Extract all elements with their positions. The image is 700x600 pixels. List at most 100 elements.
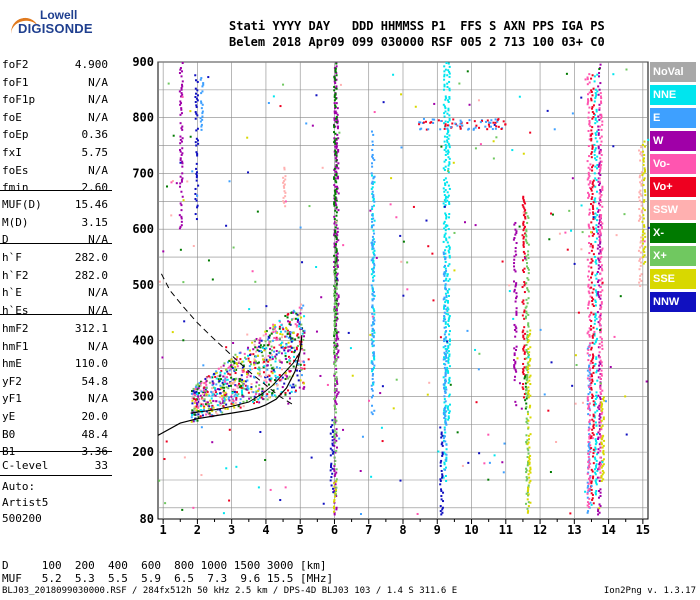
echo-dot bbox=[445, 448, 448, 451]
echo-dot bbox=[426, 393, 429, 396]
echo-dot bbox=[513, 223, 516, 226]
f-trace-dot bbox=[286, 332, 289, 335]
echo-dot bbox=[443, 140, 446, 143]
echo-dot bbox=[337, 148, 340, 151]
f-trace-dot bbox=[287, 377, 290, 380]
f-trace-dot bbox=[195, 398, 198, 401]
f-trace-dot bbox=[235, 377, 238, 380]
echo-dot bbox=[564, 231, 567, 234]
echo-dot bbox=[442, 222, 445, 225]
echo-dot bbox=[588, 81, 591, 84]
echo-dot bbox=[597, 232, 600, 235]
echo-dot bbox=[595, 259, 598, 262]
echo-dot bbox=[371, 287, 374, 290]
f-trace-dot bbox=[207, 407, 210, 410]
echo-dot bbox=[333, 302, 336, 305]
f-trace-dot bbox=[220, 395, 223, 398]
echo-dot bbox=[335, 506, 338, 509]
echo-dot bbox=[443, 271, 446, 274]
echo-dot bbox=[588, 119, 591, 122]
f-trace-dot bbox=[255, 397, 258, 400]
echo-dot bbox=[598, 433, 601, 436]
echo-dot bbox=[526, 242, 529, 245]
echo-dot bbox=[638, 259, 641, 262]
echo-dot bbox=[195, 144, 198, 147]
echo-dot bbox=[443, 351, 446, 354]
echo-dot bbox=[639, 274, 642, 277]
echo-dot bbox=[334, 202, 337, 205]
f-trace-dot bbox=[292, 332, 295, 335]
f-trace-dot bbox=[262, 381, 265, 384]
echo-dot bbox=[335, 471, 338, 474]
echo-dot bbox=[333, 331, 336, 334]
f-trace-dot bbox=[289, 384, 292, 387]
echo-dot bbox=[599, 250, 602, 253]
echo-dot bbox=[333, 112, 336, 115]
echo-dot bbox=[446, 82, 449, 85]
echo-dot bbox=[228, 499, 231, 502]
f-trace-dot bbox=[268, 378, 271, 381]
echo-dot bbox=[598, 429, 601, 432]
f-trace-dot bbox=[275, 353, 278, 356]
f-trace-dot bbox=[240, 362, 243, 365]
echo-dot bbox=[592, 326, 595, 329]
echo-dot bbox=[336, 277, 339, 280]
echo-dot bbox=[333, 337, 336, 340]
echo-dot bbox=[524, 382, 527, 385]
echo-dot bbox=[338, 131, 341, 134]
echo-dot bbox=[333, 204, 336, 207]
echo-dot bbox=[642, 207, 645, 210]
echo-dot bbox=[336, 227, 339, 230]
echo-dot bbox=[526, 464, 529, 467]
echo-dot bbox=[587, 223, 590, 226]
echo-dot bbox=[334, 142, 337, 145]
echo-dot bbox=[641, 234, 644, 237]
echo-dot bbox=[443, 362, 446, 365]
echo-dot bbox=[598, 204, 601, 207]
echo-dot bbox=[402, 294, 405, 297]
echo-dot bbox=[371, 289, 374, 292]
echo-dot bbox=[443, 199, 446, 202]
f-trace-dot bbox=[204, 403, 207, 406]
echo-dot bbox=[334, 268, 337, 271]
echo-dot bbox=[335, 240, 338, 243]
f-trace-dot bbox=[293, 386, 296, 389]
echo-dot bbox=[416, 512, 419, 515]
echo-dot bbox=[600, 369, 603, 372]
f-trace-dot bbox=[298, 321, 301, 324]
f-trace-dot bbox=[263, 348, 266, 351]
footer-version: Ion2Png v. 1.3.17 bbox=[603, 586, 696, 596]
f-trace-dot bbox=[225, 403, 228, 406]
echo-dot bbox=[373, 331, 376, 334]
f-trace-dot bbox=[292, 317, 295, 320]
echo-dot bbox=[525, 258, 528, 261]
echo-dot bbox=[349, 347, 352, 350]
echo-dot bbox=[334, 287, 337, 290]
echo-dot bbox=[444, 363, 447, 366]
param-value: 15.46 bbox=[74, 198, 108, 211]
echo-dot bbox=[593, 100, 596, 103]
echo-dot bbox=[335, 160, 338, 163]
f-trace-dot bbox=[236, 355, 239, 358]
echo-dot bbox=[334, 416, 337, 419]
echo-dot bbox=[336, 127, 339, 130]
echo-dot bbox=[527, 396, 530, 399]
echo-dot bbox=[647, 138, 650, 141]
echo-dot bbox=[595, 441, 598, 444]
f-trace-dot bbox=[227, 398, 230, 401]
echo-dot bbox=[514, 247, 517, 250]
echo-dot bbox=[371, 286, 374, 289]
echo-dot bbox=[445, 269, 448, 272]
echo-dot bbox=[444, 68, 447, 71]
echo-dot bbox=[445, 456, 448, 459]
echo-dot bbox=[444, 345, 447, 348]
echo-dot bbox=[371, 205, 374, 208]
f-trace-dot bbox=[254, 366, 257, 369]
f-trace-dot bbox=[273, 324, 276, 327]
echo-dot bbox=[335, 249, 338, 252]
echo-dot bbox=[584, 490, 587, 493]
echo-dot bbox=[522, 237, 525, 240]
f-trace-dot bbox=[303, 335, 306, 338]
echo-dot bbox=[444, 120, 447, 123]
f-trace-dot bbox=[239, 406, 242, 409]
